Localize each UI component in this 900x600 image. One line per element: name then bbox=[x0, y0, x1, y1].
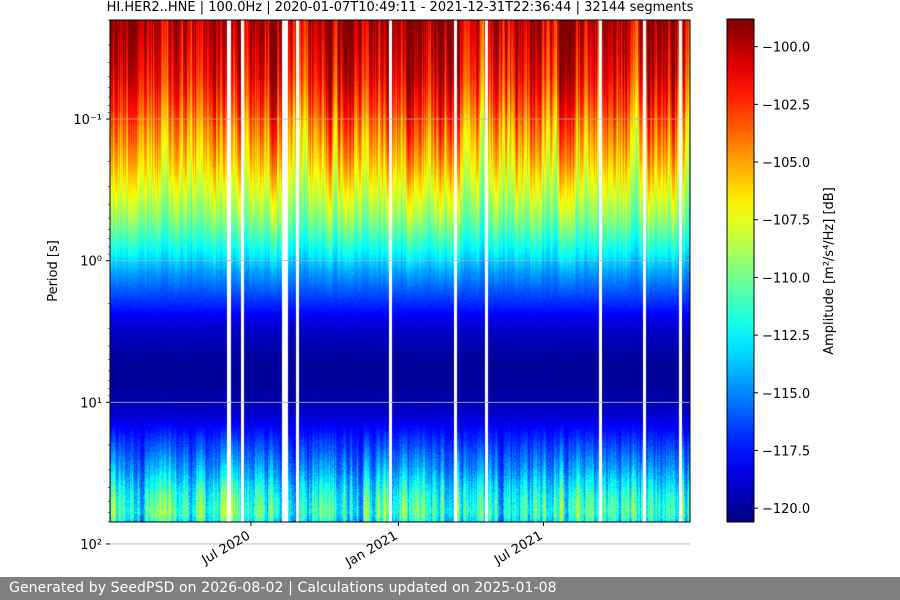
colorbar-tick-label: −102.5 bbox=[762, 98, 810, 113]
x-tick-label: Jan 2021 bbox=[342, 528, 400, 570]
plot-frame bbox=[109, 19, 691, 523]
colorbar-gradient bbox=[726, 18, 755, 523]
colorbar-tick-label: −107.5 bbox=[762, 214, 810, 229]
x-axis: Jul 2020 Jan 2021 Jul 2021 bbox=[199, 522, 545, 571]
grid-lines bbox=[110, 118, 690, 545]
y-tick-label: 10⁻¹ bbox=[73, 113, 102, 128]
footer-bar: Generated by SeedPSD on 2026-08-02 | Cal… bbox=[0, 577, 900, 600]
colorbar-ticks: −100.0 −102.5 −105.0 −107.5 −110.0 −112.5 −115… bbox=[754, 41, 810, 517]
colorbar-tick-label: −120.0 bbox=[762, 502, 810, 517]
x-tick-label: Jul 2020 bbox=[199, 528, 253, 568]
spectrogram-image bbox=[110, 20, 690, 522]
y-tick-label: 10² bbox=[80, 538, 102, 553]
colorbar-tick-label: −105.0 bbox=[762, 156, 810, 171]
y-axis-label: Period [s] bbox=[46, 240, 61, 302]
footer-text: Generated by SeedPSD on 2026-08-02 | Cal… bbox=[9, 580, 557, 596]
colorbar-tick-label: −100.0 bbox=[762, 41, 810, 56]
chart-title: HI.HER2..HNE | 100.0Hz | 2020-01-07T10:4… bbox=[107, 0, 694, 15]
colorbar-tick-label: −112.5 bbox=[762, 329, 810, 344]
colorbar-label: Amplitude [m²/s⁴/Hz] [dB] bbox=[822, 187, 837, 355]
colorbar-tick-label: −115.0 bbox=[762, 387, 810, 402]
colorbar: −100.0 −102.5 −105.0 −107.5 −110.0 −112.5 −115… bbox=[726, 18, 837, 523]
y-tick-label: 10⁰ bbox=[80, 255, 102, 270]
y-tick-label: 10¹ bbox=[80, 396, 102, 411]
colorbar-tick-label: −117.5 bbox=[762, 444, 810, 459]
spectrogram bbox=[110, 20, 690, 522]
colorbar-tick-label: −110.0 bbox=[762, 271, 810, 286]
x-tick-label: Jul 2021 bbox=[491, 528, 545, 568]
y-axis: 10⁻¹ 10⁰ 10¹ 10² bbox=[73, 19, 110, 553]
